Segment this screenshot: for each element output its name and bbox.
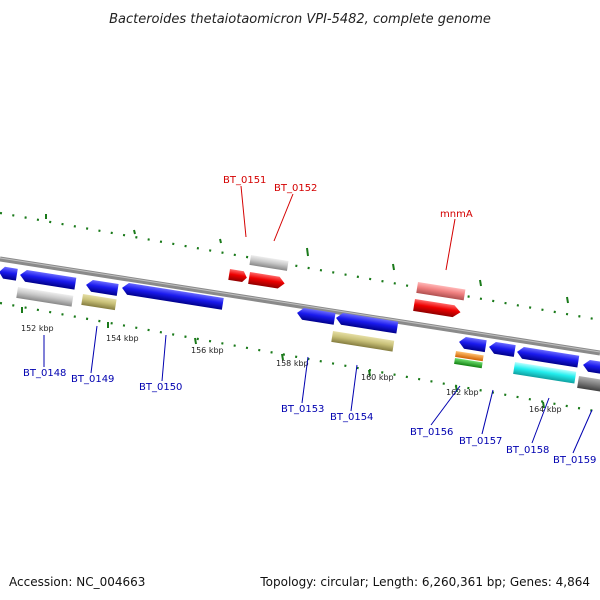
reverse-leader-lines bbox=[43, 325, 593, 454]
gene-bt0149[interactable] bbox=[81, 294, 117, 311]
gene-bt0159[interactable] bbox=[577, 376, 600, 393]
accession-text: Accession: NC_004663 bbox=[9, 575, 145, 589]
gene-bt0156-orange[interactable] bbox=[455, 351, 484, 362]
genome-backbone-highlight bbox=[0, 257, 600, 353]
gene-bt0148[interactable] bbox=[16, 287, 74, 307]
gene-bt0152-top[interactable] bbox=[249, 255, 289, 271]
label-bt0153[interactable]: BT_0153 bbox=[281, 404, 324, 415]
gene-bt0150[interactable] bbox=[121, 282, 224, 310]
map-title: Bacteroides thetaiotaomicron VPI-5482, c… bbox=[109, 12, 491, 27]
tick-label-156: 156 kbp bbox=[191, 346, 224, 355]
gene-bt0156-green[interactable] bbox=[454, 358, 483, 369]
tick-label-152: 152 kbp bbox=[21, 324, 54, 333]
genome-backbone bbox=[0, 256, 600, 356]
label-bt0148[interactable]: BT_0148 bbox=[23, 368, 66, 379]
tick-label-162: 162 kbp bbox=[446, 388, 479, 397]
gene-bt0158-arrow[interactable] bbox=[516, 346, 580, 368]
gene-bt0149-arrow[interactable] bbox=[85, 279, 119, 296]
gene-edge-left[interactable] bbox=[0, 266, 18, 281]
label-bt0154[interactable]: BT_0154 bbox=[330, 412, 373, 423]
label-bt0151[interactable]: BT_0151 bbox=[223, 175, 266, 186]
outer-major-ticks bbox=[45, 214, 569, 304]
reverse-labels: BT_0148 BT_0149 BT_0150 BT_0153 BT_0154 … bbox=[23, 368, 596, 466]
gene-mnmA[interactable] bbox=[413, 299, 461, 318]
gene-bt0152[interactable] bbox=[248, 272, 285, 289]
label-bt0159[interactable]: BT_0159 bbox=[553, 455, 596, 466]
forward-leader-lines bbox=[240, 185, 456, 271]
label-mnmA[interactable]: mnmA bbox=[440, 209, 473, 220]
gene-bt0154[interactable] bbox=[331, 331, 395, 352]
reverse-strand-genes bbox=[0, 266, 600, 393]
gene-bt0158[interactable] bbox=[513, 362, 577, 384]
label-bt0157[interactable]: BT_0157 bbox=[459, 436, 502, 447]
genome-summary-text: Topology: circular; Length: 6,260,361 bp… bbox=[259, 575, 590, 589]
forward-strand-genes bbox=[228, 255, 466, 318]
gene-bt0154-arrow[interactable] bbox=[335, 312, 399, 334]
inner-major-ticks bbox=[21, 307, 545, 409]
scale-labels: 152 kbp 154 kbp 156 kbp 158 kbp 160 kbp … bbox=[21, 324, 562, 414]
forward-labels: BT_0151 BT_0152 mnmA bbox=[223, 175, 473, 220]
label-bt0149[interactable]: BT_0149 bbox=[71, 374, 114, 385]
gene-bt0153[interactable] bbox=[296, 307, 336, 325]
tick-label-160: 160 kbp bbox=[361, 373, 394, 382]
gene-bt0159-arrow[interactable] bbox=[582, 359, 600, 376]
label-bt0152[interactable]: BT_0152 bbox=[274, 183, 317, 194]
gene-bt0148-arrow[interactable] bbox=[19, 269, 77, 290]
tick-label-158: 158 kbp bbox=[276, 359, 309, 368]
outer-tick-track bbox=[0, 211, 600, 322]
label-bt0156[interactable]: BT_0156 bbox=[410, 427, 453, 438]
tick-label-164: 164 kbp bbox=[529, 405, 562, 414]
gene-bt0156-arrow[interactable] bbox=[458, 336, 487, 353]
inner-tick-track bbox=[0, 301, 600, 414]
label-bt0158[interactable]: BT_0158 bbox=[506, 445, 549, 456]
tick-label-154: 154 kbp bbox=[106, 334, 139, 343]
label-bt0150[interactable]: BT_0150 bbox=[139, 382, 182, 393]
gene-bt0157[interactable] bbox=[488, 341, 516, 357]
gene-mnmA-pink[interactable] bbox=[416, 282, 466, 301]
gene-bt0151[interactable] bbox=[228, 269, 247, 283]
